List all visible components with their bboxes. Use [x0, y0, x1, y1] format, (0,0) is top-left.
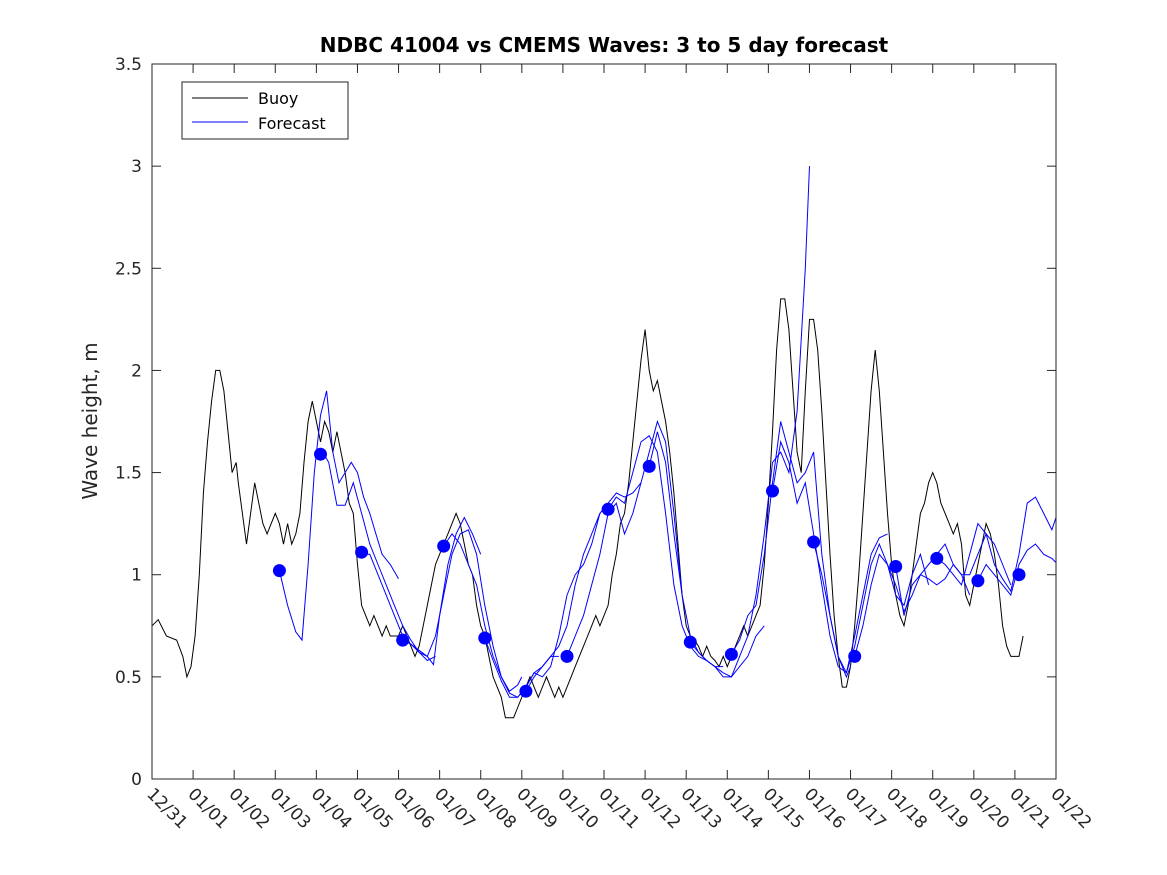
y-tick-label: 1 — [131, 566, 142, 586]
series-line-forecast-8 — [607, 435, 724, 668]
series-line-buoy — [151, 298, 1024, 719]
series-line-forecast-7 — [566, 419, 683, 657]
x-tick-label: 01/11 — [594, 784, 643, 833]
series-line-forecast-12 — [772, 440, 888, 674]
series-line-forecast-0 — [278, 390, 399, 642]
legend-box — [181, 81, 349, 140]
x-tick-label: 01/14 — [718, 784, 767, 833]
x-tick-label: 01/17 — [841, 784, 890, 833]
x-tick-label: 01/13 — [677, 784, 726, 833]
forecast-start-marker-6 — [519, 684, 533, 698]
x-tick-label: 01/01 — [184, 784, 233, 833]
legend-label-buoy: Buoy — [258, 89, 298, 108]
x-axis-ticks: 12/3101/0101/0201/0301/0401/0501/0601/07… — [142, 64, 1095, 833]
series-line-forecast-13 — [813, 541, 930, 675]
x-tick-label: 01/10 — [553, 784, 602, 833]
y-axis-ticks: 0 0.5 1 1.5 2 2.5 3 3.5 — [115, 55, 1056, 790]
y-tick-label: 1.5 — [115, 464, 142, 484]
x-tick-label: 01/20 — [964, 784, 1013, 833]
plot-frame — [151, 63, 1057, 780]
series-layer — [151, 166, 1057, 719]
series-line-forecast-16 — [936, 496, 1057, 593]
legend-label-forecast: Forecast — [258, 114, 326, 133]
forecast-start-marker-15 — [889, 560, 903, 573]
forecast-start-marker-12 — [766, 484, 779, 498]
y-tick-label: 0.5 — [115, 668, 142, 688]
forecast-start-marker-5 — [478, 631, 492, 645]
x-tick-label: 01/16 — [800, 784, 849, 833]
series-line-forecast-4 — [443, 533, 559, 698]
series-line-forecast-10 — [689, 166, 810, 678]
y-tick-label: 3 — [131, 157, 142, 177]
forecast-start-marker-18 — [1012, 568, 1026, 582]
x-tick-label: 01/18 — [882, 784, 931, 833]
x-tick-label: 01/15 — [759, 784, 808, 833]
forecast-start-marker-16 — [930, 551, 944, 565]
x-tick-label: 01/08 — [471, 784, 520, 833]
x-tick-label: 01/05 — [348, 784, 397, 833]
forecast-start-marker-2 — [355, 545, 369, 559]
y-tick-label: 2 — [131, 361, 142, 381]
forecast-start-marker-8 — [601, 502, 615, 516]
x-tick-label: 01/21 — [1005, 784, 1054, 833]
series-line-forecast-14 — [854, 553, 971, 657]
series-line-forecast-2 — [361, 516, 482, 666]
forecast-start-marker-13 — [807, 535, 821, 549]
x-tick-label: 01/04 — [307, 784, 356, 833]
x-tick-label: 12/31 — [142, 784, 191, 833]
forecast-start-marker-10 — [683, 635, 697, 649]
forecast-start-marker-1 — [314, 447, 327, 461]
x-tick-label: 01/09 — [512, 784, 561, 833]
x-tick-label: 01/02 — [225, 784, 274, 833]
x-tick-label: 01/19 — [923, 784, 972, 833]
forecast-start-marker-7 — [560, 649, 574, 663]
x-tick-label: 01/03 — [266, 784, 315, 833]
series-line-forecast-1 — [320, 447, 436, 662]
forecast-start-marker-14 — [848, 649, 862, 663]
series-line-forecast-17 — [977, 543, 1057, 597]
series-line-forecast-6 — [525, 482, 642, 692]
y-tick-label: 0 — [131, 770, 142, 790]
forecast-start-marker-0 — [272, 564, 286, 578]
legend: Buoy Forecast — [181, 81, 349, 140]
chart-title: NDBC 41004 vs CMEMS Waves: 3 to 5 day fo… — [320, 33, 889, 57]
x-tick-label: 01/12 — [636, 784, 685, 833]
y-tick-label: 2.5 — [115, 259, 142, 279]
forecast-start-marker-4 — [437, 539, 451, 553]
x-tick-label: 01/22 — [1046, 784, 1095, 833]
series-line-forecast-3 — [402, 529, 523, 692]
x-tick-label: 01/07 — [430, 784, 479, 833]
series-line-forecast-5 — [484, 513, 601, 698]
forecast-start-marker-9 — [642, 459, 656, 473]
forecast-start-marker-11 — [724, 647, 738, 661]
x-tick-label: 01/06 — [389, 784, 438, 833]
forecast-start-marker-3 — [396, 633, 410, 647]
series-line-forecast-9 — [648, 431, 765, 678]
y-tick-label: 3.5 — [115, 55, 142, 75]
series-line-forecast-11 — [730, 421, 851, 679]
series-line-forecast-15 — [895, 532, 1012, 616]
marker-layer — [272, 447, 1026, 698]
forecast-start-marker-17 — [971, 574, 985, 588]
y-axis-label: Wave height, m — [78, 342, 102, 499]
